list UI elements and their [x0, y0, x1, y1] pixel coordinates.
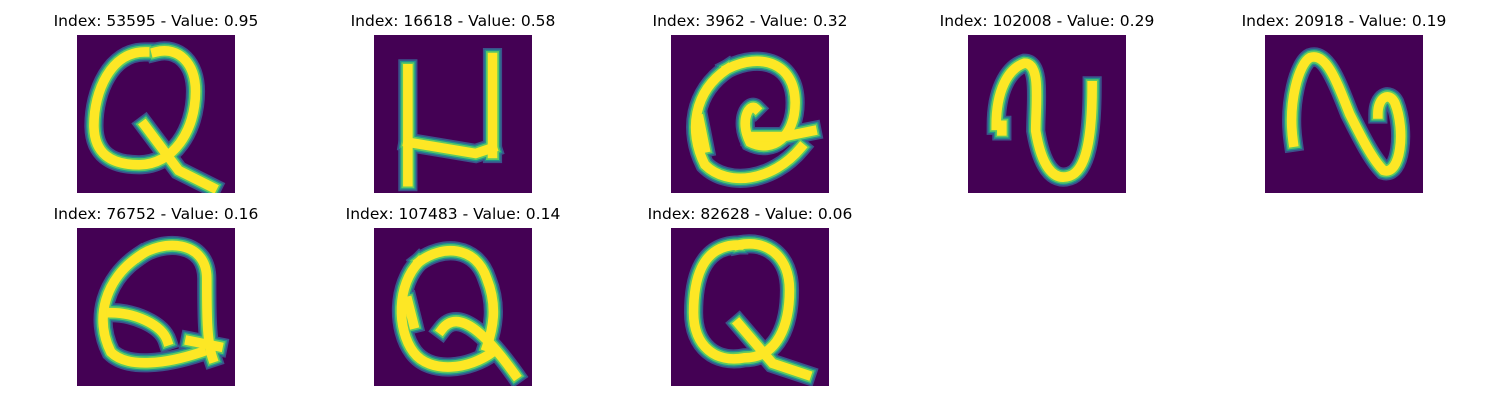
glyph-stroke [731, 317, 813, 381]
glyph-stroke [137, 118, 219, 193]
panel-title: Index: 76752 - Value: 0.16 [54, 205, 259, 223]
panel-title: Index: 107483 - Value: 0.14 [346, 205, 561, 223]
panel-title: Index: 3962 - Value: 0.32 [653, 12, 848, 30]
glyph-stroke [693, 113, 711, 154]
glyph-stroke [690, 62, 808, 184]
glyph-stroke [106, 307, 174, 347]
glyph-stroke [89, 46, 201, 170]
glyph-stroke [402, 295, 420, 330]
image-panel [77, 35, 235, 193]
image-panel [374, 35, 532, 193]
panel-background [374, 35, 532, 193]
glyph-stroke [402, 136, 499, 159]
glyph-stroke [745, 125, 818, 142]
image-panel [374, 228, 532, 386]
image-panel [671, 228, 829, 386]
glyph-stroke [434, 316, 522, 382]
image-panel [1265, 35, 1423, 193]
image-panel [968, 35, 1126, 193]
glyph-stroke [1286, 52, 1406, 176]
panel-title: Index: 53595 - Value: 0.95 [54, 12, 259, 30]
glyph-stroke [184, 335, 224, 353]
glyph-stroke [396, 255, 500, 372]
image-panel [671, 35, 829, 193]
glyph-stroke [412, 245, 499, 353]
panel-title: Index: 102008 - Value: 0.29 [940, 12, 1155, 30]
glyph-stroke [132, 240, 219, 364]
glyph-stroke [688, 239, 795, 364]
glyph-stroke [991, 58, 1097, 182]
glyph-stroke [98, 249, 208, 368]
panel-title: Index: 82628 - Value: 0.06 [648, 205, 853, 223]
panel-title: Index: 16618 - Value: 0.58 [351, 12, 556, 30]
image-panel [77, 228, 235, 386]
panel-title: Index: 20918 - Value: 0.19 [1242, 12, 1447, 30]
